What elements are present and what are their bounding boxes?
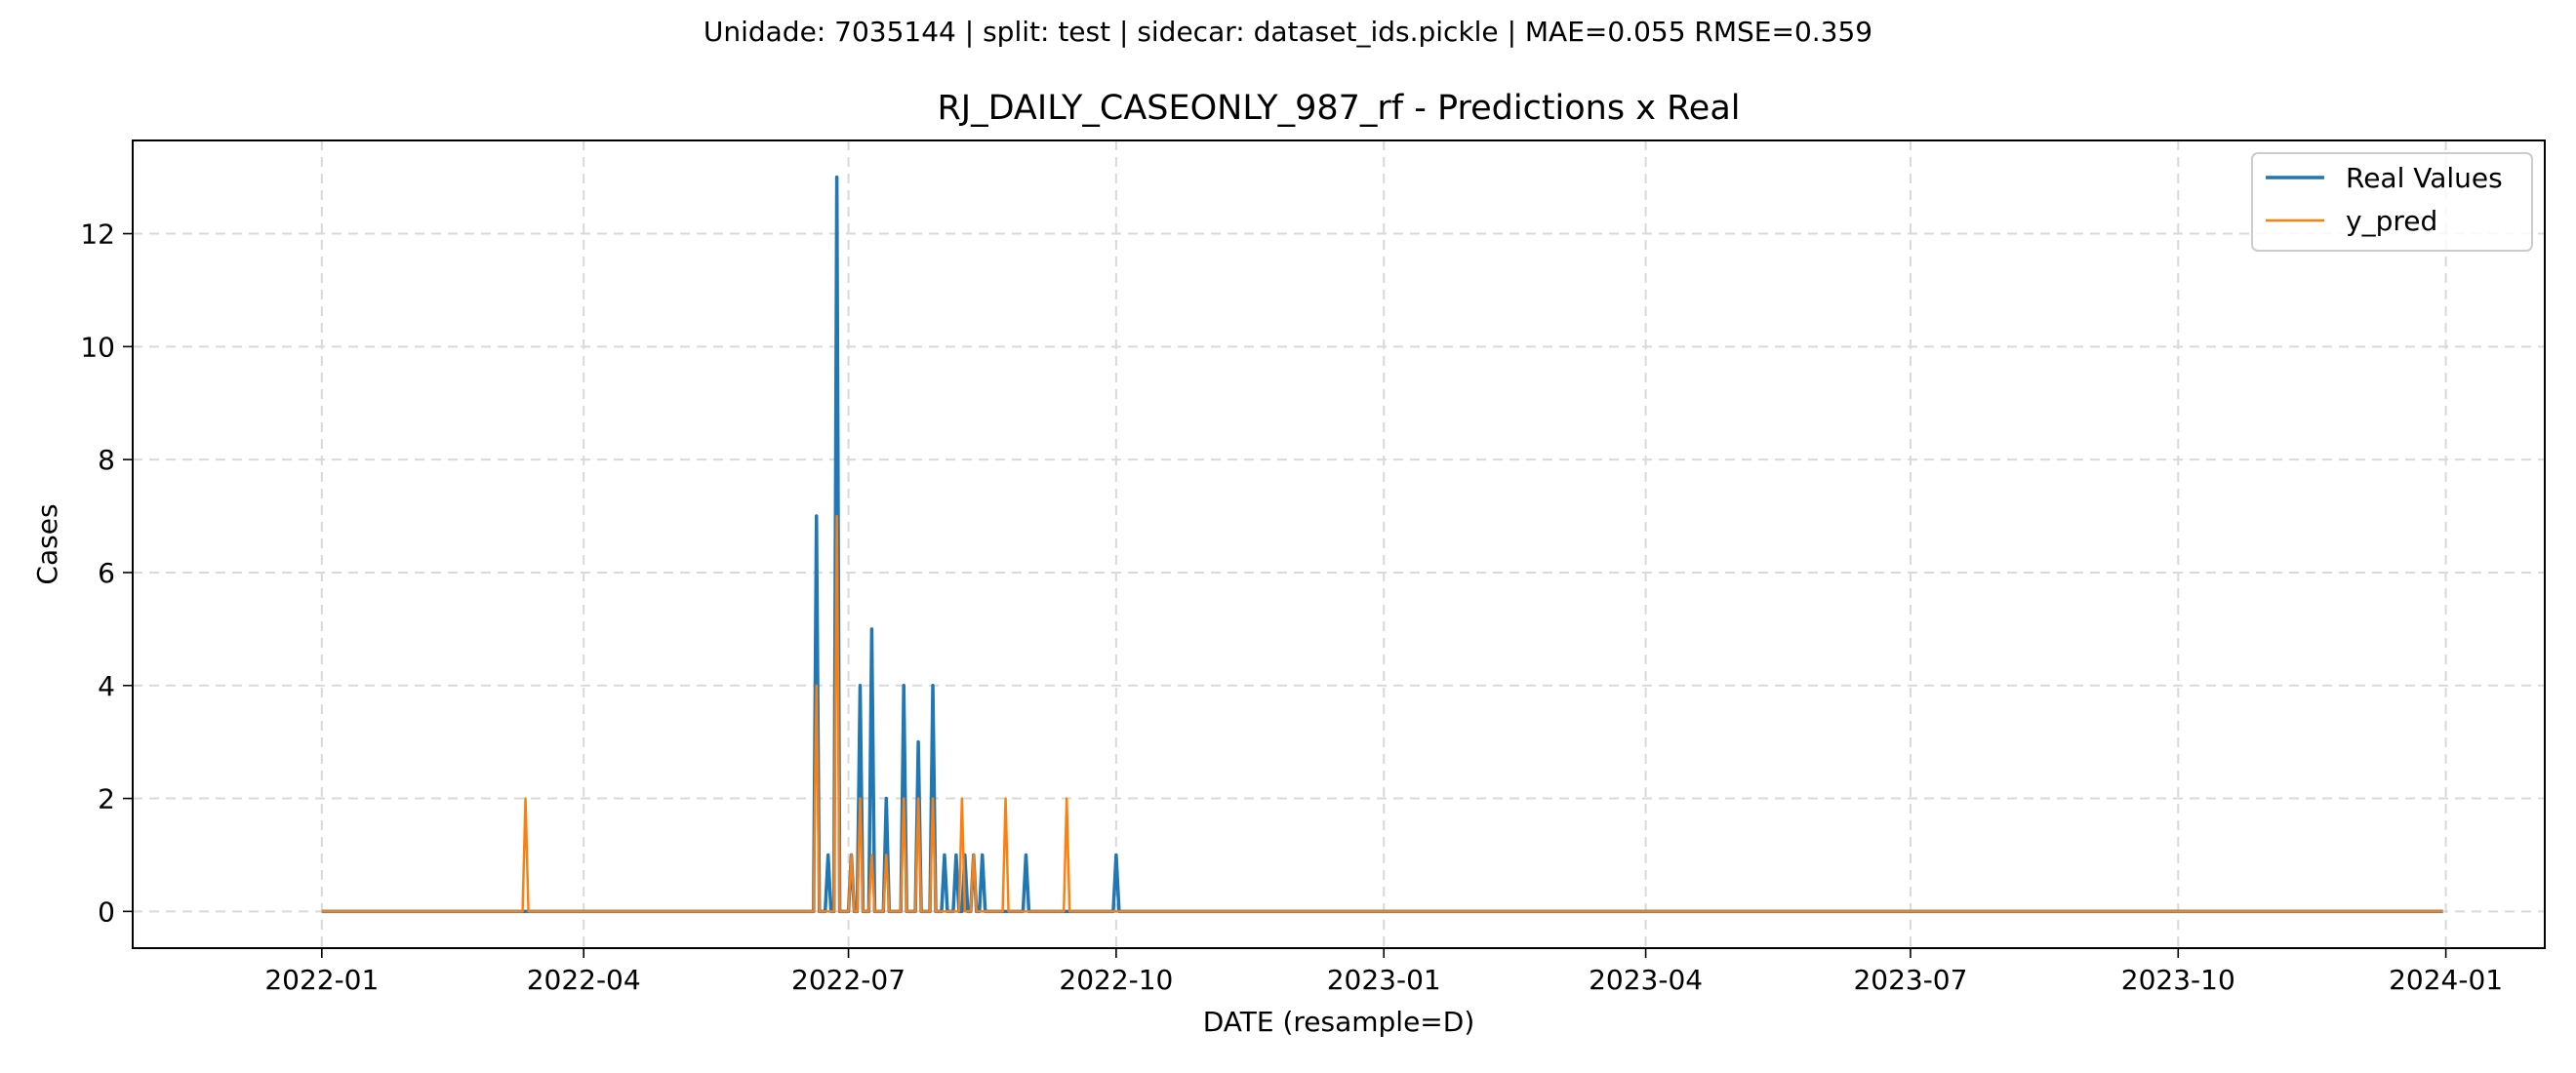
x-tick-label: 2023-10 [2121,964,2235,996]
x-tick-label: 2023-04 [1589,964,1703,996]
y-tick-label: 4 [98,670,115,702]
grid-layer [133,140,2545,948]
y-tick-label: 0 [98,895,115,928]
series-line-1 [321,514,2443,913]
plot-frame [132,139,2546,949]
y-tick-label: 12 [80,219,115,251]
y-ticks: 0 2 4 6 8 10 12 [80,219,133,928]
suptitle: Unidade: 7035144 | split: test | sidecar… [704,16,1872,48]
x-tick-label: 2022-01 [264,964,379,996]
y-tick-label: 8 [98,444,115,476]
y-tick-label: 2 [98,783,115,815]
x-axis-label: DATE (resample=D) [1203,1006,1475,1038]
x-ticks: 2022-01 2022-04 2022-07 2022-10 2023-01 2023-… [264,948,2503,996]
chart-title: RJ_DAILY_CASEONLY_987_rf - Predictions x… [937,89,1740,128]
x-tick-label: 2022-10 [1059,964,1173,996]
x-tick-label: 2023-01 [1327,964,1441,996]
series-layer [321,175,2443,914]
y-tick-label: 10 [80,331,115,363]
legend-label-real: Real Values [2346,162,2503,194]
y-tick-label: 6 [98,557,115,589]
legend: Real Values y_pred [2251,152,2533,252]
series-line-0 [321,175,2443,914]
x-tick-label: 2022-04 [527,964,641,996]
x-tick-label: 2023-07 [1853,964,1967,996]
x-tick-label: 2022-07 [791,964,906,996]
x-tick-label: 2024-01 [2389,964,2503,996]
legend-label-pred: y_pred [2346,205,2437,237]
y-axis-label: Cases [31,503,63,584]
